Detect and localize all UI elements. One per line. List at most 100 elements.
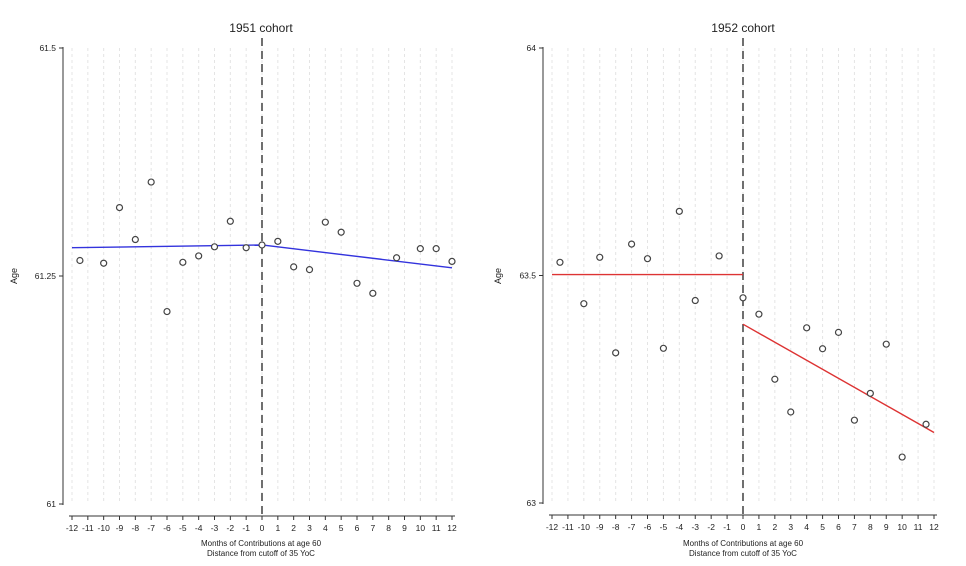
data-point	[715, 252, 723, 260]
x-tick-label: -5	[660, 522, 668, 532]
x-tick-label: 7	[852, 522, 857, 532]
x-tick-label: 8	[386, 523, 391, 533]
x-tick-label: -6	[163, 523, 171, 533]
x-tick-label: 3	[788, 522, 793, 532]
data-point	[818, 345, 827, 353]
x-tick-label: 12	[447, 523, 457, 533]
data-point	[115, 204, 124, 212]
x-tick-label: -10	[578, 522, 591, 532]
data-point	[321, 218, 329, 226]
data-point	[556, 258, 564, 266]
x-tick-label: -1	[723, 522, 731, 532]
x-tick-label: 1	[275, 523, 280, 533]
data-point	[612, 349, 620, 357]
y-tick-label: 61.5	[39, 43, 56, 53]
data-point	[76, 256, 84, 265]
x-tick-label: 11	[432, 523, 441, 533]
data-point	[834, 328, 843, 336]
data-point	[866, 389, 874, 397]
fit-line	[742, 323, 935, 434]
data-point	[258, 241, 266, 249]
x-tick-label: 11	[914, 522, 923, 532]
x-tick-label: 6	[355, 523, 360, 533]
data-point	[131, 235, 139, 244]
data-point	[755, 310, 763, 318]
data-point	[771, 375, 779, 383]
x-tick-label: -7	[147, 523, 155, 533]
y-tick-label: 61	[47, 499, 57, 509]
y-tick-label: 63	[527, 498, 537, 508]
data-point	[210, 243, 219, 251]
y-tick-label: 63.5	[519, 271, 536, 281]
panel-title: 1952 cohort	[711, 21, 775, 35]
x-tick-label: -1	[242, 523, 250, 533]
y-tick-label: 64	[527, 43, 537, 53]
x-tick-label: 0	[741, 522, 746, 532]
data-point	[659, 344, 668, 352]
data-point	[274, 237, 282, 245]
data-point	[691, 296, 699, 305]
data-point	[787, 408, 795, 416]
data-point	[432, 245, 440, 253]
x-tick-label: -6	[644, 522, 652, 532]
y-tick-label: 61.25	[35, 271, 57, 281]
panel-1952-cohort: 1952 cohort Age Months of Contributions …	[493, 21, 939, 558]
data-point	[353, 279, 361, 287]
data-point	[163, 307, 171, 316]
data-point	[392, 254, 401, 262]
x-tick-label: 9	[884, 522, 889, 532]
x-axis-label-line1: Months of Contributions at age 60	[683, 539, 804, 548]
x-tick-label: -4	[676, 522, 684, 532]
x-tick-label: 0	[260, 523, 265, 533]
x-tick-label: 5	[339, 523, 344, 533]
data-point	[643, 255, 652, 263]
x-tick-label: -4	[195, 523, 203, 533]
data-point	[882, 340, 890, 348]
x-tick-label: 3	[307, 523, 312, 533]
x-tick-label: 12	[929, 522, 939, 532]
data-point	[739, 294, 747, 302]
data-point	[290, 263, 298, 271]
y-axis-label: Age	[9, 268, 19, 284]
x-tick-label: 7	[370, 523, 375, 533]
data-point	[448, 257, 456, 266]
data-point	[898, 453, 906, 461]
data-point	[416, 245, 424, 253]
x-tick-label: -5	[179, 523, 187, 533]
data-point	[596, 253, 604, 261]
fit-line	[261, 244, 453, 269]
x-axis-label-line2: Distance from cutoff of 35 YoC	[207, 549, 315, 558]
x-tick-label: -11	[562, 522, 574, 532]
x-tick-label: -7	[628, 522, 636, 532]
x-tick-label: -9	[596, 522, 604, 532]
x-tick-label: 10	[416, 523, 426, 533]
x-axis-label-line1: Months of Contributions at age 60	[201, 539, 322, 548]
x-tick-label: -8	[132, 523, 140, 533]
data-point	[337, 228, 345, 236]
data-point	[922, 420, 930, 428]
data-point	[179, 258, 187, 266]
data-point	[675, 207, 683, 215]
fit-line	[71, 244, 263, 249]
panel-1951-cohort: 1951 cohort Age Months of Contributions …	[9, 21, 457, 558]
x-tick-label: 9	[402, 523, 407, 533]
x-tick-label: -9	[116, 523, 124, 533]
data-point	[580, 300, 588, 308]
x-tick-label: 6	[836, 522, 841, 532]
x-tick-label: 2	[772, 522, 777, 532]
data-point	[100, 259, 108, 267]
panel-title: 1951 cohort	[229, 21, 293, 35]
x-tick-label: -3	[211, 523, 219, 533]
data-point	[226, 217, 234, 225]
data-point	[369, 289, 377, 297]
data-point	[242, 244, 250, 252]
x-tick-label: 4	[323, 523, 328, 533]
x-tick-label: -12	[66, 523, 79, 533]
data-point	[305, 266, 314, 274]
x-tick-label: -12	[546, 522, 559, 532]
x-tick-label: -10	[98, 523, 111, 533]
x-tick-label: 1	[757, 522, 762, 532]
x-tick-label: -3	[691, 522, 699, 532]
data-point	[850, 416, 859, 424]
